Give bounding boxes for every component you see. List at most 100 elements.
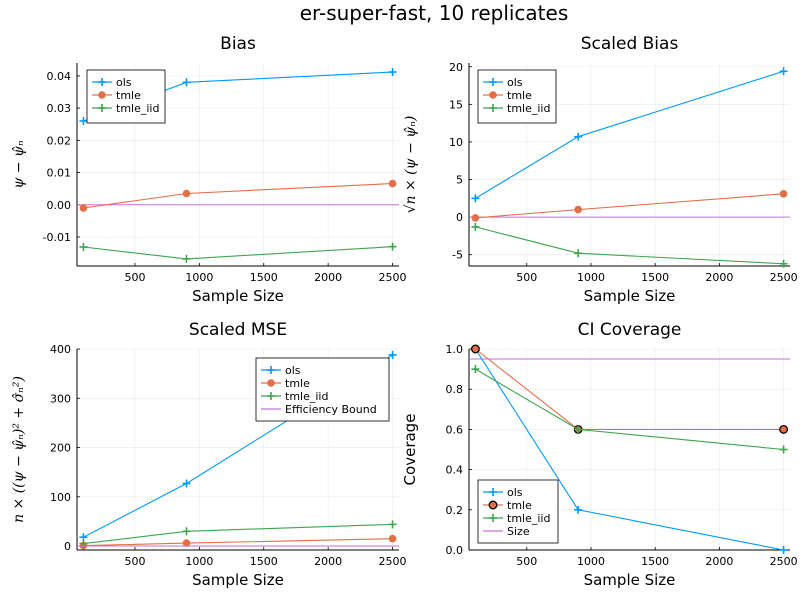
legend-label-2: tmle_iid [116, 102, 159, 115]
x-tick-label: 2000 [705, 555, 733, 568]
x-tick-label: 2500 [770, 271, 798, 284]
x-tick-label: 1000 [185, 555, 213, 568]
y-tick-label: 15 [449, 98, 463, 111]
data-point-tmle-2 [779, 424, 789, 434]
legend-label-0: ols [507, 486, 523, 499]
x-axis-label: Sample Size [192, 287, 284, 305]
x-axis-label: Sample Size [584, 571, 676, 589]
y-tick-label: 0.01 [47, 167, 72, 180]
x-tick-label: 1500 [641, 271, 669, 284]
panel-title: Bias [220, 34, 256, 54]
y-tick-label: 0.0 [446, 544, 464, 557]
legend-marker-1 [267, 379, 275, 387]
data-point-tmle-1 [182, 539, 191, 547]
panel-2: 500 1000 1500 2000 2500 -5 0 5 10 15 20 Scaled Bias… [403, 34, 798, 305]
x-tick-label: 2500 [770, 555, 798, 568]
y-axis-label: Coverage [401, 414, 419, 486]
data-point-tmle-2 [779, 190, 788, 198]
figure-suptitle: er-super-fast, 10 replicates [300, 1, 569, 25]
x-tick-label: 2000 [705, 271, 733, 284]
y-tick-label: 0.04 [47, 70, 72, 83]
series-line-tmle_iid [475, 368, 784, 451]
y-tick-label: 5 [456, 174, 463, 187]
y-tick-label: 0.03 [47, 102, 72, 115]
panel-title: Scaled Bias [581, 34, 679, 54]
y-axis-label: ψ − ψ̂ₙ [11, 140, 27, 189]
legend-box [255, 357, 390, 422]
y-tick-label: 0.4 [446, 464, 464, 477]
y-tick-label: 20 [449, 61, 463, 74]
data-point-tmle-0 [471, 214, 480, 222]
legend-label-0: ols [507, 76, 523, 89]
y-tick-label: 1.0 [446, 343, 464, 356]
legend-label-1: tmle [507, 499, 532, 512]
legend-box [477, 479, 559, 544]
legend-label-2: tmle_iid [285, 390, 328, 403]
y-tick-label: 0.8 [446, 383, 464, 396]
x-tick-label: 2500 [379, 271, 407, 284]
legend-label-1: tmle [507, 89, 532, 102]
x-tick-label: 2500 [379, 555, 407, 568]
panel-3: 500 1000 1500 2000 2500 0 100 200 300 400 Scaled M… [11, 320, 407, 589]
y-tick-label: 0.6 [446, 423, 464, 436]
legend-label-1: tmle [285, 377, 310, 390]
panel-title: CI Coverage [578, 320, 682, 340]
data-point-tmle-2 [388, 179, 397, 188]
y-tick-label: 0 [456, 211, 463, 224]
y-tick-label: 300 [50, 392, 71, 405]
x-tick-label: 2000 [314, 555, 342, 568]
legend-label-3: Efficiency Bound [285, 403, 377, 416]
x-tick-label: 500 [124, 271, 145, 284]
series-line-tmle_iid [475, 226, 784, 265]
y-tick-label: 400 [50, 343, 71, 356]
legend-marker-1 [489, 91, 497, 99]
x-tick-label: 1000 [577, 271, 605, 284]
x-tick-label: 500 [516, 555, 537, 568]
y-tick-label: -5 [452, 249, 463, 262]
x-tick-label: 500 [124, 555, 145, 568]
data-point-tmle-0 [470, 344, 480, 354]
y-tick-label: 100 [50, 491, 71, 504]
series-line-tmle [475, 193, 784, 219]
x-tick-label: 500 [516, 271, 537, 284]
y-tick-label: 200 [50, 442, 71, 455]
plot-area [469, 344, 790, 554]
legend-marker-1 [488, 500, 498, 510]
x-tick-label: 1000 [185, 271, 213, 284]
data-point-tmle-1 [182, 189, 191, 198]
legend-label-0: ols [285, 364, 301, 377]
data-point-tmle-1 [574, 205, 582, 214]
y-tick-label: 10 [449, 136, 463, 149]
series-line-tmle_iid [83, 246, 393, 260]
legend-label-2: tmle_iid [507, 512, 550, 525]
y-axis-label: n × ((ψ − ψ̂ₙ)² + σ̂ₙ²) [11, 376, 27, 523]
plot-area [469, 67, 790, 268]
panel-1: 500 1000 1500 2000 2500 -0.01 0.00 0.01 0.02 0.03… [11, 34, 407, 305]
x-tick-label: 1500 [250, 555, 278, 568]
y-tick-label: 0.2 [446, 504, 464, 517]
x-axis-label: Sample Size [192, 571, 284, 589]
legend-label-2: tmle_iid [507, 102, 550, 115]
y-tick-label: 0 [64, 540, 71, 553]
series-line-tmle [83, 538, 393, 547]
series-line-tmle_iid [83, 523, 393, 545]
data-point-tmle-0 [79, 204, 88, 212]
legend-label-1: tmle [116, 89, 141, 102]
panel-4: 500 1000 1500 2000 2500 0.0 0.2 0.4 0.6 0.8 1.0 CI … [401, 320, 798, 589]
y-tick-label: 0.02 [47, 134, 72, 147]
panels-group: 500 1000 1500 2000 2500-0.010.000.010.020.03… [11, 34, 798, 589]
x-tick-label: 1500 [641, 555, 669, 568]
x-tick-label: 1500 [250, 271, 278, 284]
legend-label-3: Size [507, 525, 530, 538]
x-tick-label: 2000 [314, 271, 342, 284]
panel-title: Scaled MSE [189, 320, 287, 340]
y-axis-label: √n × (ψ − ψ̂ₙ) [403, 116, 419, 214]
data-point-tmle-2 [388, 534, 397, 543]
legend-label-0: ols [116, 76, 132, 89]
x-tick-label: 1000 [577, 555, 605, 568]
